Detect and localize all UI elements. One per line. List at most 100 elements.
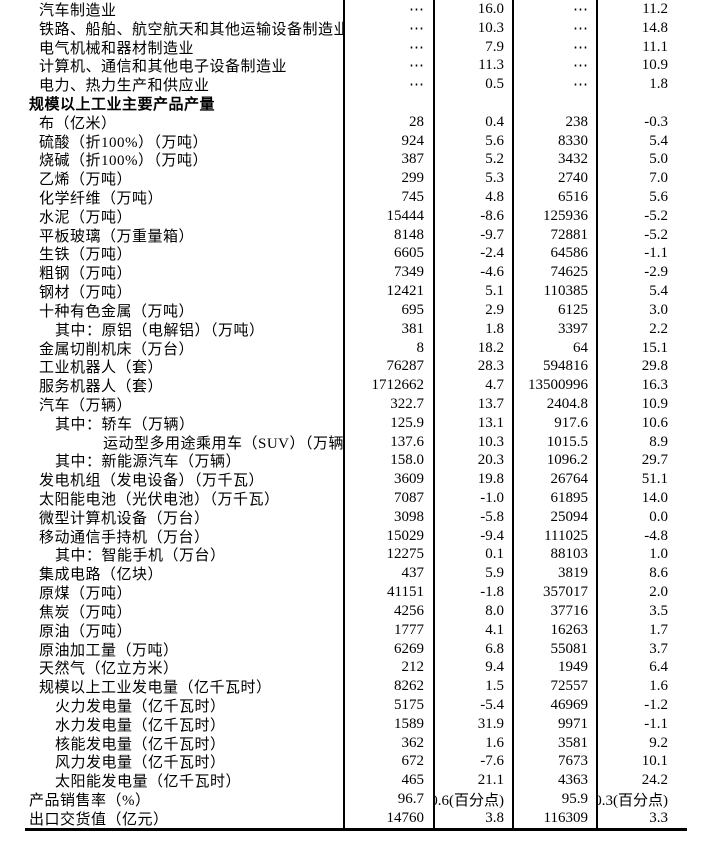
growth-cumulative: 1.7 (596, 620, 710, 640)
table-row: 水泥（万吨） 15444 -8.6 125936 -5.2 (0, 206, 710, 226)
growth-cumulative: -0.3(百分点) (596, 790, 710, 809)
table-row: 微型计算机设备（万台） 3098 -5.8 25094 0.0 (0, 507, 710, 527)
row-label: 硫酸（折100%）（万吨） (39, 134, 208, 151)
value-cumulative: 7673 (512, 752, 596, 772)
table-row: 其中：智能手机（万台） 12275 0.1 88103 1.0 (0, 545, 710, 565)
growth-current-period: 20.3 (433, 451, 512, 471)
table-row: 太阳能电池（光伏电池）（万千瓦） 7087 -1.0 61895 14.0 (0, 489, 710, 508)
table-row: 原油（万吨） 1777 4.1 16263 1.7 (0, 620, 710, 640)
value-cumulative: 116309 (512, 808, 596, 828)
growth-current-period: 2.9 (433, 301, 512, 320)
value-cumulative: 55081 (512, 639, 596, 659)
growth-current-period: -1.0 (433, 489, 512, 508)
value-current-period: 41151 (343, 583, 433, 602)
row-label: 金属切削机床（万台） (39, 341, 195, 358)
growth-current-period: 21.1 (433, 771, 512, 791)
table-row: 火力发电量（亿千瓦时） 5175 -5.4 46969 -1.2 (0, 696, 710, 715)
table-row: 工业机器人（套） 76287 28.3 594816 29.8 (0, 357, 710, 377)
row-label: 化学纤维（万吨） (39, 191, 164, 207)
growth-cumulative: 5.6 (596, 188, 710, 207)
value-cumulative: 2404.8 (512, 395, 596, 414)
growth-cumulative: 16.3 (596, 376, 710, 396)
value-current-period: 7087 (343, 489, 433, 508)
growth-cumulative: 3.5 (596, 602, 710, 621)
row-label: 太阳能电池（光伏电池）（万千瓦） (39, 492, 280, 508)
value-cumulative: 1096.2 (512, 451, 596, 471)
table-bottom-border (25, 828, 687, 831)
value-current-period: 1589 (343, 714, 433, 734)
row-label: 计算机、通信和其他电子设备制造业 (39, 59, 288, 76)
growth-cumulative: 5.4 (596, 282, 710, 301)
value-cumulative: 1015.5 (512, 432, 596, 452)
row-label: 火力发电量（亿千瓦时） (55, 698, 226, 715)
growth-current-period: 18.2 (433, 338, 512, 358)
row-label: 钢材（万吨） (39, 285, 133, 301)
row-label: 风力发电量（亿千瓦时） (55, 755, 226, 772)
growth-cumulative: 11.1 (596, 37, 710, 57)
growth-cumulative: -5.2 (596, 225, 710, 245)
growth-cumulative: -1.2 (596, 696, 710, 715)
value-cumulative: 37716 (512, 602, 596, 621)
value-current-period: 3098 (343, 507, 433, 527)
growth-cumulative: 29.7 (596, 451, 710, 471)
value-cumulative: 13500996 (512, 376, 596, 396)
row-label: 其中：新能源汽车（万辆） (55, 454, 242, 471)
row-label: 天然气（亿立方米） (39, 661, 179, 678)
value-current-period: 3609 (343, 470, 433, 490)
value-cumulative: 110385 (512, 282, 596, 301)
row-label: 出口交货值（亿元） (29, 811, 169, 828)
value-cumulative: 25094 (512, 507, 596, 527)
row-label: 平板玻璃（万重量箱） (39, 228, 195, 245)
value-current-period: 12421 (343, 282, 433, 301)
table-row: 服务机器人（套） 1712662 4.7 13500996 16.3 (0, 376, 710, 396)
row-label: 发电机组（发电设备）（万千瓦） (39, 473, 265, 490)
growth-cumulative: 1.8 (596, 75, 710, 95)
row-label: 电力、热力生产和供应业 (39, 78, 210, 95)
growth-cumulative: 10.9 (596, 56, 710, 76)
growth-current-period: 4.7 (433, 376, 512, 396)
value-cumulative: 6516 (512, 188, 596, 207)
growth-cumulative: -5.2 (596, 206, 710, 226)
row-label: 汽车制造业 (39, 2, 117, 19)
table-row: 规模以上工业发电量（亿千瓦时） 8262 1.5 72557 1.6 (0, 677, 710, 697)
value-current-period: 8 (343, 338, 433, 358)
value-current-period: 465 (343, 771, 433, 791)
growth-current-period: 19.8 (433, 470, 512, 490)
value-cumulative: 64586 (512, 244, 596, 264)
value-cumulative: 72557 (512, 677, 596, 697)
table-row: 水力发电量（亿千瓦时） 1589 31.9 9971 -1.1 (0, 714, 710, 734)
value-current-period: ⋯ (343, 0, 433, 19)
row-label: 水泥（万吨） (39, 209, 133, 226)
value-current-period: 15444 (343, 206, 433, 226)
value-current-period: 212 (343, 658, 433, 678)
growth-cumulative: 2.0 (596, 583, 710, 602)
value-current-period: 125.9 (343, 413, 433, 433)
table-row: 规模以上工业主要产品产量 (0, 94, 710, 113)
row-label: 规模以上工业发电量（亿千瓦时） (39, 680, 272, 697)
value-current-period: 15029 (343, 526, 433, 546)
growth-current-period: 16.0 (433, 0, 512, 19)
growth-current-period: -4.6 (433, 263, 512, 283)
row-label: 微型计算机设备（万台） (39, 510, 210, 527)
row-label: 集成电路（亿块） (39, 567, 164, 584)
value-cumulative: 4363 (512, 771, 596, 791)
value-cumulative: ⋯ (512, 0, 596, 19)
growth-cumulative: 14.0 (596, 489, 710, 508)
value-cumulative: ⋯ (512, 56, 596, 76)
row-label: 运动型多用途乘用车（SUV）（万辆） (103, 435, 343, 452)
value-cumulative: 26764 (512, 470, 596, 490)
value-current-period: 158.0 (343, 451, 433, 471)
growth-cumulative: -1.1 (596, 714, 710, 734)
growth-current-period: -9.4 (433, 526, 512, 546)
growth-cumulative: 2.2 (596, 319, 710, 339)
row-label: 汽车（万辆） (39, 397, 133, 414)
value-current-period: 1777 (343, 620, 433, 640)
table-row: 烧碱（折100%）（万吨） 387 5.2 3432 5.0 (0, 150, 710, 170)
growth-cumulative: 3.0 (596, 301, 710, 320)
table-row: 电力、热力生产和供应业 ⋯ 0.5 ⋯ 1.8 (0, 75, 710, 95)
value-current-period: 322.7 (343, 395, 433, 414)
value-current-period: 12275 (343, 545, 433, 565)
value-cumulative: 917.6 (512, 413, 596, 433)
growth-current-period: 7.9 (433, 37, 512, 57)
